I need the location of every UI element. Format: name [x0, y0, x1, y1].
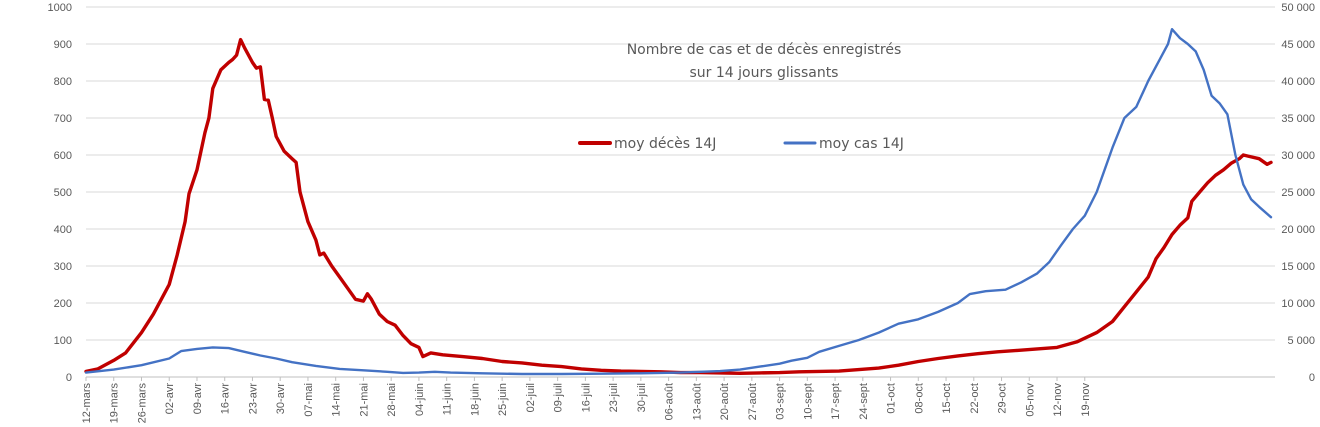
left-y-tick-label: 300 [54, 261, 72, 273]
x-tick-label: 02-avr [164, 383, 176, 415]
right-y-tick-label: 5 000 [1287, 335, 1315, 347]
left-y-tick-label: 500 [54, 187, 72, 199]
x-tick-label: 15-oct [941, 383, 953, 414]
x-tick-label: 16-juil [580, 383, 592, 412]
right-y-tick-label: 25 000 [1281, 187, 1315, 199]
x-tick-label: 23-juil [608, 383, 620, 412]
legend-label-deaths: moy décès 14J [614, 136, 716, 152]
series-line-deaths [84, 37, 1273, 375]
x-tick-label: 17-sept [830, 383, 842, 420]
left-y-tick-label: 0 [66, 372, 72, 384]
x-tick-label: 07-mai [303, 383, 315, 417]
left-y-axis-labels: 0 100 200 300 400 500 600 700 800 900 1000 [48, 2, 72, 384]
x-tick-label: 12-mars [81, 383, 93, 424]
right-y-tick-label: 20 000 [1281, 224, 1315, 236]
left-y-tick-label: 900 [54, 39, 72, 51]
right-y-tick-label: 50 000 [1281, 2, 1315, 14]
x-tick-label: 01-oct [886, 383, 898, 414]
chart-title-line-1: Nombre de cas et de décès enregistrés [627, 42, 902, 58]
x-tick-label: 04-juin [414, 383, 426, 416]
left-y-tick-label: 700 [54, 113, 72, 125]
right-y-tick-label: 40 000 [1281, 76, 1315, 88]
x-tick-label: 22-oct [969, 383, 981, 414]
left-y-tick-label: 800 [54, 76, 72, 88]
legend-label-cases: moy cas 14J [819, 136, 904, 152]
series-line-cases [84, 28, 1273, 376]
x-tick-label: 08-oct [913, 383, 925, 414]
x-tick-label: 30-avr [275, 383, 287, 415]
x-tick-label: 12-nov [1052, 383, 1064, 417]
x-tick-label: 09-juil [553, 383, 565, 412]
grid-lines [86, 6, 1275, 341]
x-tick-label: 30-juil [636, 383, 648, 412]
x-tick-label: 23-avr [247, 383, 259, 415]
x-tick-label: 27-août [747, 383, 759, 420]
x-tick-label: 06-août [664, 383, 676, 420]
left-y-tick-label: 1000 [48, 2, 72, 14]
x-tick-label: 03-sept [775, 383, 787, 420]
right-y-tick-label: 35 000 [1281, 113, 1315, 125]
x-tick-label: 18-juin [469, 383, 481, 416]
x-tick-label: 29-oct [997, 383, 1009, 414]
right-y-axis-labels: 0 5 000 10 000 15 000 20 000 25 000 30 000 35 0… [1281, 2, 1315, 384]
x-tick-label: 05-nov [1024, 383, 1036, 417]
left-y-tick-label: 200 [54, 298, 72, 310]
right-y-tick-label: 45 000 [1281, 39, 1315, 51]
x-tick-label: 09-avr [192, 383, 204, 415]
x-tick-label: 19-nov [1080, 383, 1092, 417]
chart-title-line-2: sur 14 jours glissants [690, 65, 839, 81]
x-tick-label: 14-mai [331, 383, 343, 417]
x-tick-label: 19-mars [109, 383, 121, 424]
x-tick-label: 16-avr [220, 383, 232, 415]
x-tick-label: 28-mai [386, 383, 398, 417]
series-lines [84, 28, 1273, 376]
left-y-tick-label: 400 [54, 224, 72, 236]
right-y-tick-label: 30 000 [1281, 150, 1315, 162]
x-tick-label: 21-mai [358, 383, 370, 417]
x-tick-label: 25-juin [497, 383, 509, 416]
left-y-tick-label: 600 [54, 150, 72, 162]
right-y-tick-label: 10 000 [1281, 298, 1315, 310]
x-axis-tick-marks [85, 377, 1086, 381]
right-y-tick-label: 0 [1309, 372, 1315, 384]
left-y-tick-label: 100 [54, 335, 72, 347]
right-y-tick-label: 15 000 [1281, 261, 1315, 273]
legend: moy décès 14J moy cas 14J [578, 136, 904, 152]
x-tick-label: 10-sept [802, 383, 814, 420]
x-tick-label: 26-mars [136, 383, 148, 424]
x-tick-label: 24-sept [858, 383, 870, 420]
x-tick-label: 02-juil [525, 383, 537, 412]
x-tick-label: 11-juin [442, 383, 454, 415]
x-axis-labels: 12-mars 19-mars 26-mars 02-avr 09-avr 16-avr 2… [81, 383, 1092, 424]
x-tick-label: 20-août [719, 383, 731, 420]
x-tick-label: 13-août [691, 383, 703, 420]
